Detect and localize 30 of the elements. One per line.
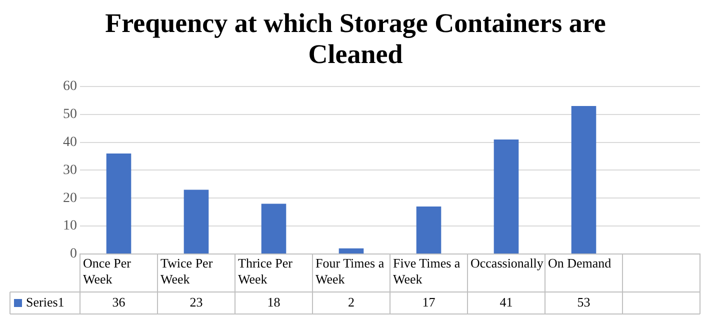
data-label: 23: [190, 294, 203, 310]
x-tick-label: Four Times a Week: [316, 255, 384, 286]
bar: [184, 190, 209, 254]
data-label: 36: [112, 294, 126, 310]
bar: [338, 248, 364, 254]
x-tick-label: Thrice Per Week: [238, 255, 294, 286]
data-label: 53: [577, 294, 590, 310]
data-label: 41: [500, 294, 513, 310]
bar: [261, 204, 286, 254]
y-tick-label: 20: [63, 190, 77, 206]
x-tick-label: Twice Per Week: [160, 255, 214, 286]
legend-label: Series1: [26, 294, 64, 310]
y-tick-label: 10: [63, 218, 77, 234]
y-tick-label: 40: [63, 134, 77, 150]
bar: [106, 153, 132, 254]
chart-title: Frequency at which Storage Containers are Cleaned: [104, 8, 607, 71]
bar: [571, 106, 596, 254]
data-label: 17: [422, 294, 436, 310]
y-tick-label: 60: [63, 79, 77, 94]
x-tick-label: Once Per Week: [83, 255, 132, 286]
bar: [494, 139, 519, 254]
x-tick-label: Five Times a Week: [393, 255, 460, 286]
x-tick-label: On Demand: [548, 255, 612, 270]
data-label: 18: [267, 294, 280, 310]
y-tick-label: 50: [63, 107, 77, 122]
y-tick-label: 0: [70, 246, 77, 262]
x-tick-label: Occassionally: [470, 255, 544, 270]
bar: [416, 206, 442, 254]
data-label: 2: [348, 294, 354, 310]
y-tick-label: 30: [63, 162, 77, 178]
